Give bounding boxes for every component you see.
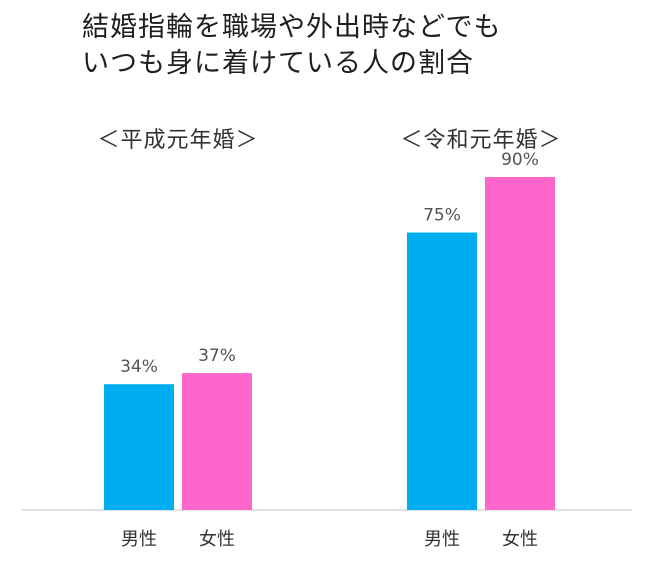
value-label-group2-1: 75% xyxy=(423,206,461,226)
group-label-2: ＜令和元年婚＞ xyxy=(400,128,561,153)
category-label-group1-2: 女性 xyxy=(199,529,235,550)
bar-group1-male xyxy=(104,384,174,510)
group-label-1: ＜平成元年婚＞ xyxy=(97,128,258,153)
chart-title-line-1: 結婚指輪を職場や外出時などでも xyxy=(82,12,502,43)
value-label-group2-2: 90% xyxy=(501,150,539,170)
category-label-group2-1: 男性 xyxy=(424,529,460,550)
category-label-group1-1: 男性 xyxy=(121,529,157,550)
bar-group1-female xyxy=(182,373,252,510)
bar-group2-male xyxy=(407,232,477,510)
chart-title-line-2: いつも身に着けている人の割合 xyxy=(82,48,474,79)
bar-group2-female xyxy=(485,177,555,510)
value-label-group1-1: 34% xyxy=(120,357,158,377)
category-label-group2-2: 女性 xyxy=(502,529,538,550)
value-label-group1-2: 37% xyxy=(198,346,236,366)
chart-marks: ＜平成元年婚＞ 34% 男性 37% 女性 ＜令和元年婚＞ 75% 男性 90% 女性 xyxy=(97,128,561,550)
chart-title: 結婚指輪を職場や外出時などでも いつも身に着けている人の割合 xyxy=(82,10,622,82)
